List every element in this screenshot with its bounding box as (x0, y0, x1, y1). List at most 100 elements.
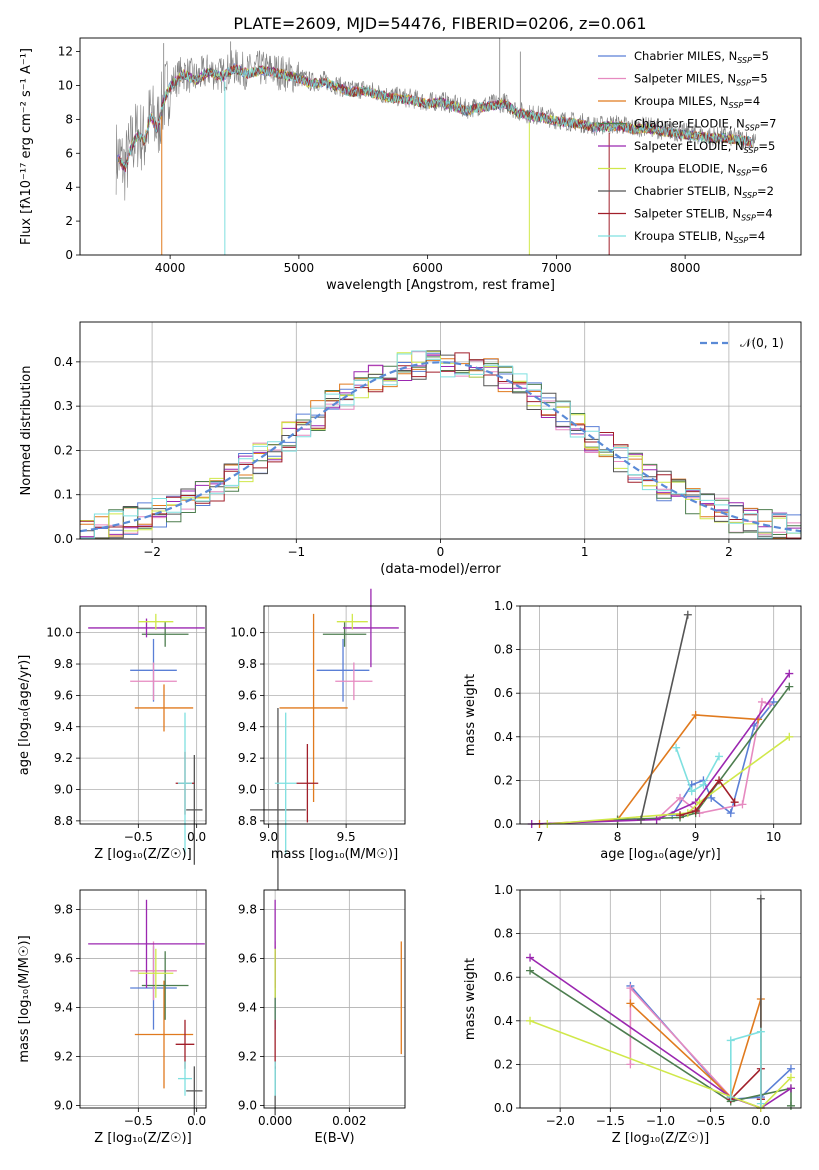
x-tick-label: 0.002 (332, 1114, 366, 1128)
y-tick-label: 8.8 (54, 814, 73, 828)
weight-marker (613, 815, 622, 824)
y-tick-label: 9.8 (238, 903, 257, 917)
y-tick-label: 0.8 (494, 643, 513, 657)
y-tick-label: 9.2 (238, 1050, 257, 1064)
residual-histogram (80, 351, 801, 539)
weight-series-line (675, 747, 720, 793)
x-axis-label: wavelength [Angstrom, rest frame] (326, 278, 555, 293)
x-axis-label: mass [log₁₀(M/M☉)] (271, 847, 398, 862)
weight-marker (626, 984, 635, 993)
x-tick-label: 0.0 (187, 830, 206, 844)
x-tick-label: −0.5 (124, 1114, 153, 1128)
weight_vs_age-panel: 7 8 9 10 0.0 0.2 0.4 0.6 0.8 1.0 age [log₁₀(age/yr… (463, 599, 802, 862)
y-tick-label: 9.8 (54, 903, 73, 917)
plot-area (520, 606, 801, 824)
weight-marker (785, 682, 794, 691)
y-tick-label: 10.0 (46, 626, 73, 640)
residuals-panel: −2 −1 0 1 2 0.0 0.1 0.2 0.3 0.4 (data-model)/error… (19, 321, 802, 577)
y-tick-label: 12 (58, 45, 73, 59)
legend-value: =7 (760, 117, 777, 131)
y-tick-label: 9.4 (238, 1001, 257, 1015)
weight-marker (726, 1093, 735, 1102)
y-tick-label: 0.3 (54, 399, 73, 413)
y-tick-label: 9.8 (238, 657, 257, 671)
y-tick-label: 0.0 (494, 1101, 513, 1115)
y-tick-label: 9.0 (238, 1099, 257, 1113)
weight-marker (699, 780, 708, 789)
weight-marker (676, 811, 685, 820)
y-axis-label: Flux [fλ10⁻¹⁷ erg cm⁻² s⁻¹ A⁻¹] (19, 48, 34, 245)
y-tick-label: 0.1 (54, 488, 73, 502)
x-axis-label: E(B-V) (314, 1131, 354, 1146)
y-tick-label: 9.0 (54, 1099, 73, 1113)
normal-curve (79, 361, 802, 533)
weight-marker (672, 743, 681, 752)
weight-marker (786, 1073, 795, 1082)
model-spectrum-line (120, 65, 752, 169)
weight-marker (526, 953, 535, 962)
plot-area (264, 890, 405, 1108)
legend-entry: Kroupa STELIB, NSSP=4 (634, 229, 765, 245)
plot-area (264, 606, 405, 824)
y-tick-label: 0.6 (494, 970, 513, 984)
y-tick-label: 0.2 (54, 443, 73, 457)
legend-value: =5 (752, 49, 769, 63)
axes-frame (79, 605, 207, 825)
weight-marker (652, 815, 661, 824)
spectrum-data-line (115, 49, 756, 201)
axes-frame (79, 37, 802, 256)
legend-value: =4 (748, 229, 765, 243)
y-tick-label: 10 (58, 78, 73, 92)
weight-marker (683, 610, 692, 619)
weight-marker (626, 1060, 635, 1069)
weight-marker (726, 1036, 735, 1045)
weight-marker (636, 815, 645, 824)
weight-marker (757, 697, 766, 706)
figure-title: PLATE=2609, MJD=54476, FIBERID=0206, z=0… (233, 14, 646, 33)
y-tick-label: 9.0 (54, 782, 73, 796)
legend-entry: 𝒩(0, 1) (740, 336, 784, 350)
y-tick-label: 2 (65, 214, 73, 228)
y-tick-label: 9.2 (54, 1050, 73, 1064)
x-tick-label: 5000 (284, 261, 315, 275)
y-tick-label: 0.4 (494, 730, 513, 744)
axes-frame (519, 605, 802, 825)
weight-series-line (640, 614, 689, 820)
x-axis-label: Z [log₁₀(Z/Z☉)] (94, 1131, 191, 1146)
y-axis-label: age [log₁₀(age/yr)] (17, 655, 32, 776)
weight-series-line (547, 736, 790, 825)
y-tick-label: 0.4 (54, 355, 73, 369)
y-tick-label: 0.2 (494, 773, 513, 787)
x-tick-label: 9.5 (337, 830, 356, 844)
x-tick-label: 10 (766, 830, 781, 844)
legend-subscript: SSP (741, 214, 756, 223)
weight-marker (786, 1064, 795, 1073)
weight-marker (691, 806, 700, 815)
weight-series-line (531, 673, 790, 825)
model-spectrum-line (119, 65, 752, 171)
legend-entry: Salpeter STELIB, NSSP=4 (634, 207, 773, 223)
legend-subscript: SSP (745, 124, 760, 133)
y-tick-label: 4 (65, 180, 73, 194)
legend-subscript: SSP (744, 146, 759, 155)
y-tick-label: 1.0 (494, 883, 513, 897)
y-axis-label: Normed distribution (19, 366, 34, 496)
x-tick-label: 7 (536, 830, 544, 844)
weight-marker (691, 711, 700, 719)
legend-entry: Kroupa ELODIE, NSSP=6 (634, 162, 768, 178)
weight-marker (526, 1016, 535, 1025)
weight-marker (756, 894, 765, 903)
y-tick-label: 0.2 (494, 1057, 513, 1071)
weight-marker (715, 776, 724, 785)
weight-series-line (679, 779, 736, 817)
weight-marker (786, 1084, 795, 1093)
y-tick-label: 0.0 (494, 817, 513, 831)
x-tick-label: 0.0 (751, 1114, 770, 1128)
legend-subscript: SSP (737, 56, 752, 65)
legend-value: =6 (751, 162, 768, 176)
x-tick-label: 8 (614, 830, 622, 844)
x-tick-label: −0.5 (696, 1114, 725, 1128)
age_vs_Z-panel: −0.5 0.0 8.8 9.0 9.2 9.4 9.6 9.8 10.0 Z [log₁₀(Z/… (17, 605, 207, 865)
legend-subscript: SSP (734, 236, 749, 245)
